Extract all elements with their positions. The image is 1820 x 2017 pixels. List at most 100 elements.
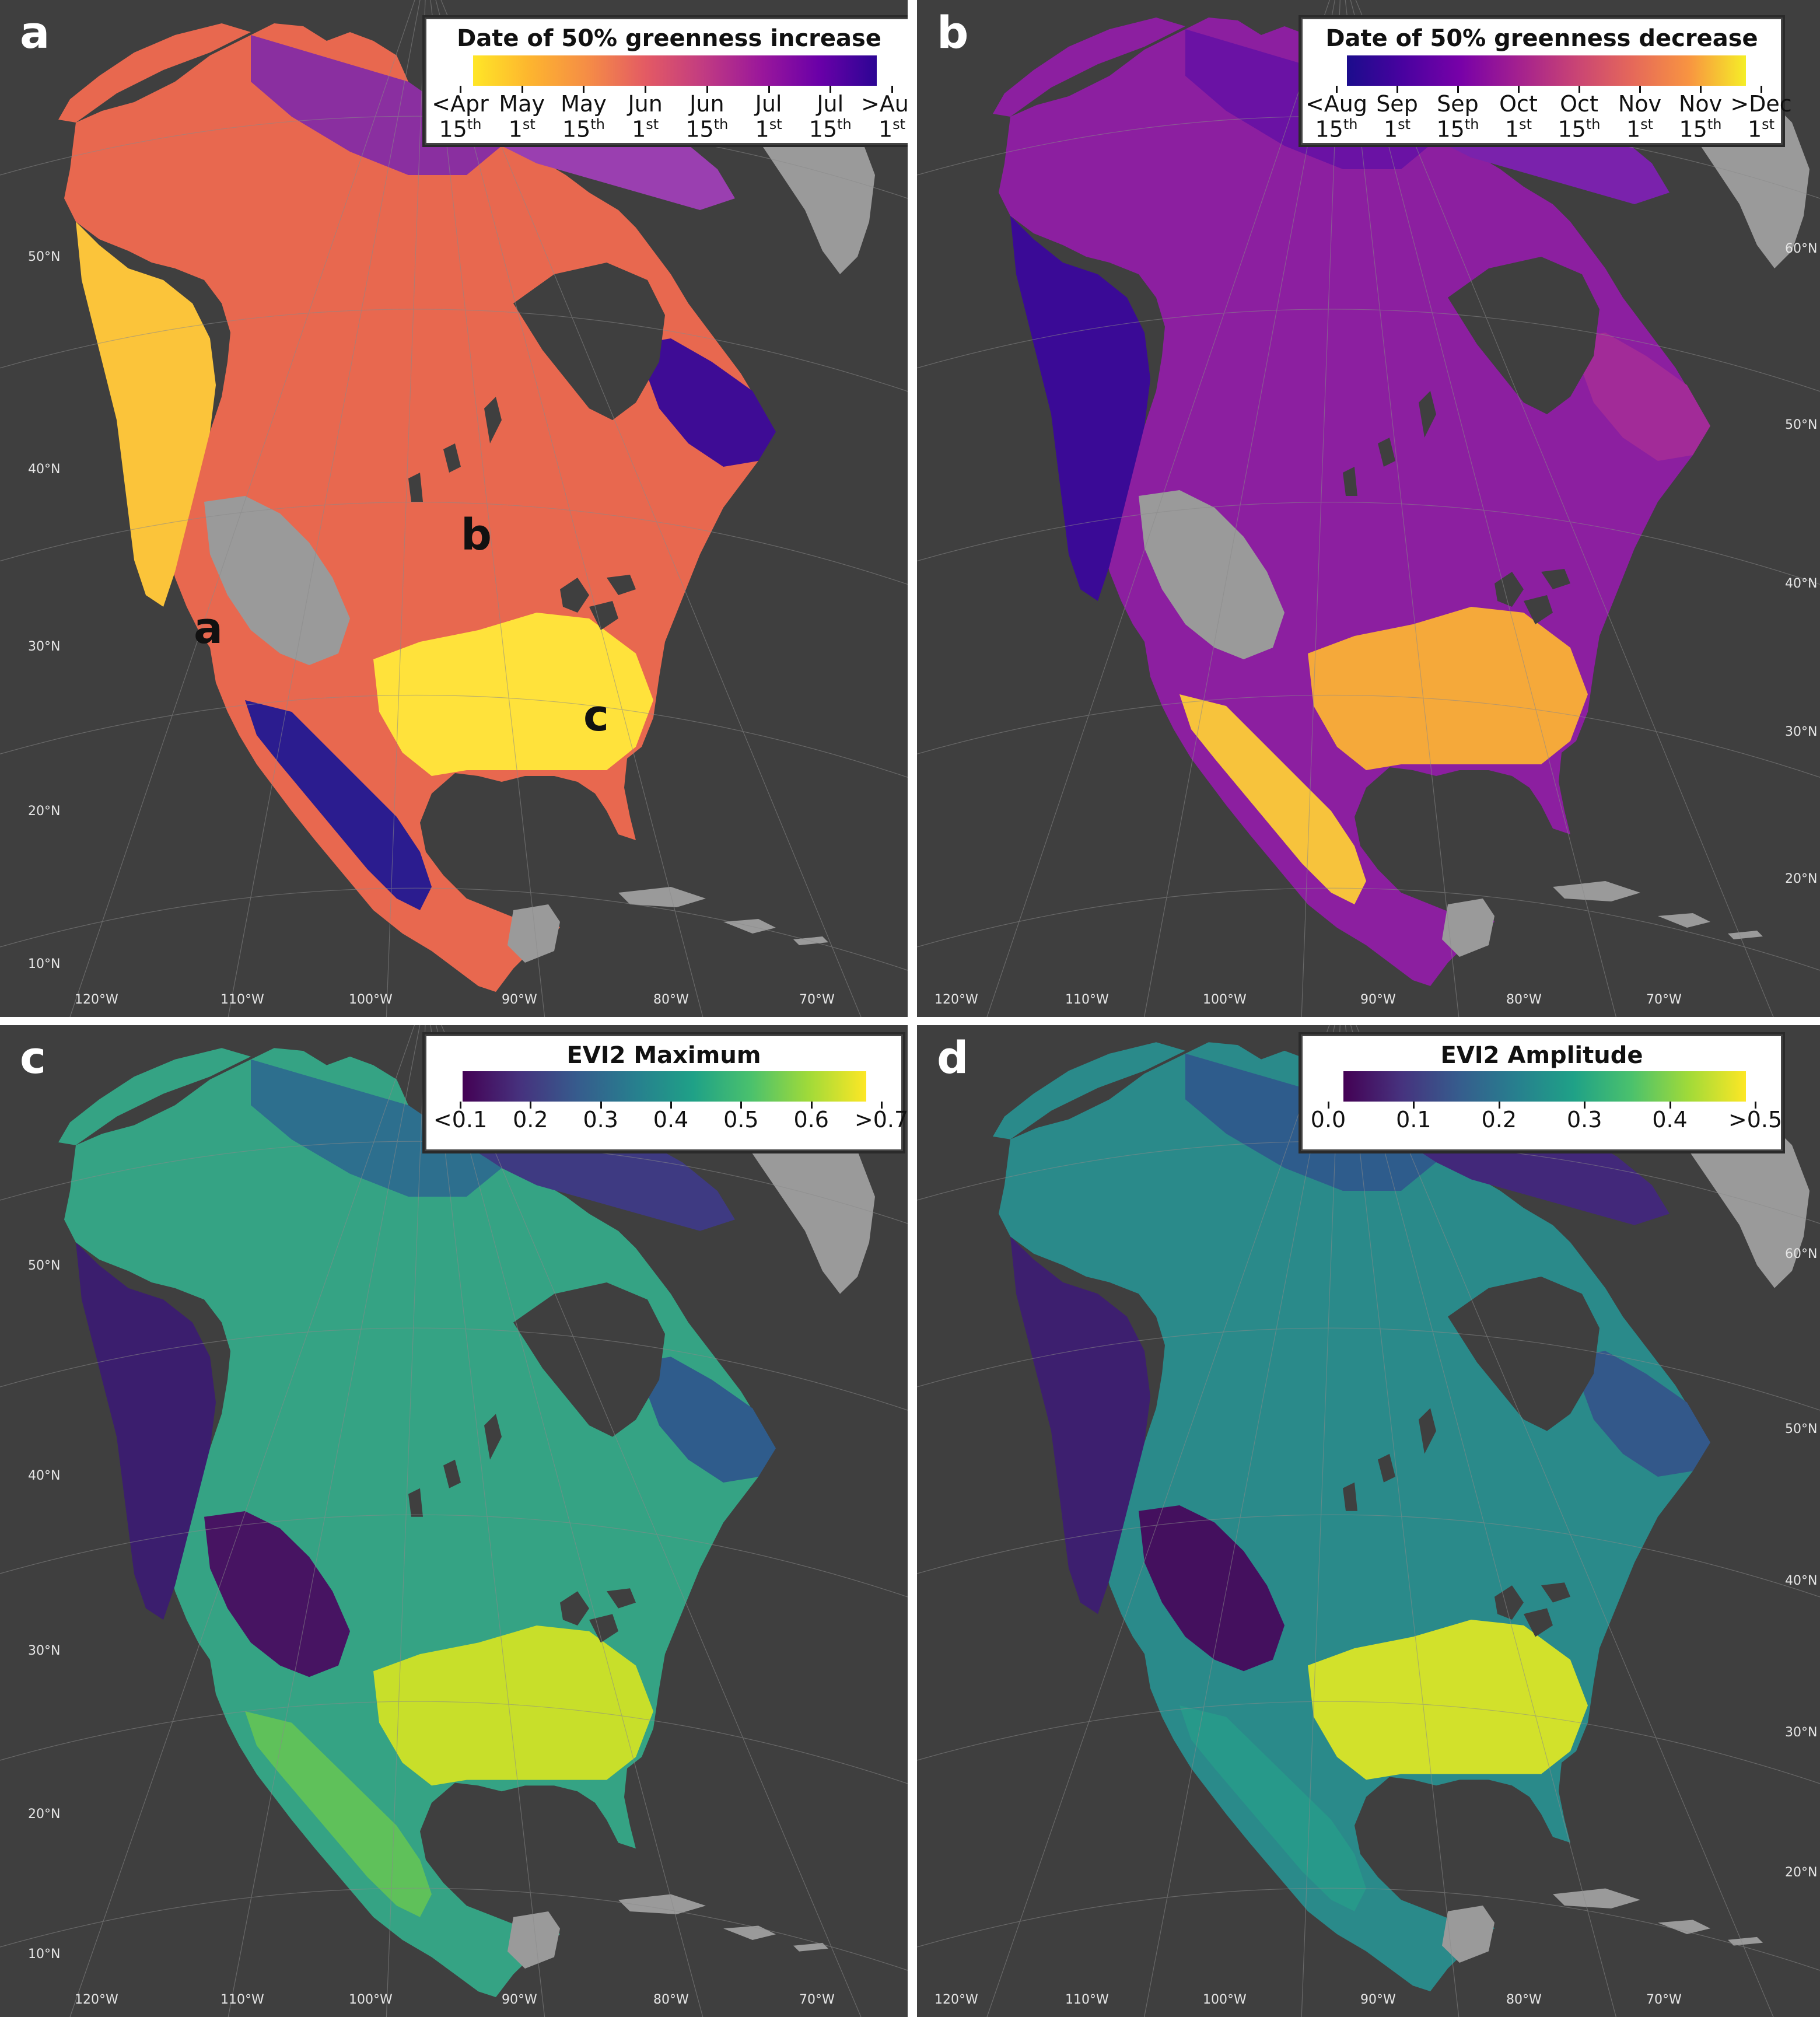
legend-tick-mark — [810, 1102, 813, 1109]
legend-tick-label: 0.4 — [653, 1107, 688, 1132]
parallel-line — [917, 1701, 1820, 1784]
hudson-bay — [513, 263, 665, 420]
legend-tick-label: Sep 15th — [1437, 92, 1479, 142]
tick-text: Sep — [1437, 91, 1479, 117]
legend-tick-label: Jun 15th — [685, 92, 728, 142]
tick-day-suffix: th — [1707, 116, 1722, 132]
caribbean-island — [618, 887, 706, 907]
longitude-label: 90°W — [1360, 992, 1396, 1007]
legend-tick-label: 0.5 — [723, 1107, 758, 1132]
tick-day-number: 15 — [1679, 116, 1707, 142]
tick-day-number: 1 — [632, 116, 646, 142]
parallel-line — [0, 502, 908, 585]
latitude-label: 50°N — [28, 250, 61, 264]
tick-day-number: 15 — [439, 116, 467, 142]
lake — [1419, 1408, 1436, 1454]
tick-day: 1st — [1376, 116, 1418, 142]
panel-letter: a — [20, 6, 50, 58]
tick-day-number: 15 — [1436, 116, 1465, 142]
latitude-label: 30°N — [28, 1644, 61, 1658]
southeast-region — [1308, 1620, 1588, 1780]
latitude-label: 20°N — [1785, 872, 1818, 886]
legend-tick-label: >Aug1st — [861, 92, 908, 142]
legend-title: Date of 50% greenness decrease — [1325, 25, 1758, 52]
tick-day: 1st — [1730, 116, 1791, 142]
tick-text: Nov — [1618, 91, 1662, 117]
legend-tick-mark — [881, 1102, 883, 1109]
parallel-line — [917, 309, 1820, 392]
lake — [1378, 1453, 1395, 1483]
legend-tick-mark — [706, 86, 708, 93]
parallel-line — [917, 1514, 1820, 1597]
tick-day-suffix: st — [1398, 116, 1411, 132]
mexico-region — [245, 700, 432, 910]
latitude-label: 40°N — [28, 1469, 61, 1483]
tick-text: >0.7 — [854, 1107, 908, 1132]
tick-text: Oct — [1499, 91, 1538, 117]
legend-tick-label: 0.4 — [1652, 1107, 1687, 1132]
lake — [408, 473, 423, 502]
latitude-label: 20°N — [1785, 1865, 1818, 1880]
legend-tick-mark — [768, 86, 770, 93]
alaska-region — [58, 23, 251, 123]
legend-tick-mark — [670, 1102, 672, 1109]
legend-colorbar — [463, 1071, 866, 1102]
tick-day: 1st — [1618, 116, 1661, 142]
map-canvas — [917, 1025, 1820, 2017]
tick-day-suffix: th — [1464, 116, 1479, 132]
longitude-label: 90°W — [1360, 1992, 1396, 2007]
tick-day-suffix: th — [1586, 116, 1601, 132]
parallel-line — [917, 694, 1820, 778]
lake — [1524, 1608, 1553, 1637]
latitude-label: 50°N — [28, 1259, 61, 1273]
legend-tick-label: >0.5 — [1728, 1107, 1782, 1132]
lake — [1541, 569, 1570, 589]
western-region — [1010, 216, 1150, 601]
legend-tick-mark — [583, 86, 585, 93]
caribbean-island — [1553, 881, 1640, 901]
mexico-region — [1180, 694, 1366, 904]
tick-text: 0.5 — [723, 1107, 759, 1132]
legend-tick-label: Oct 1st — [1499, 92, 1538, 142]
legend-title: EVI2 Maximum — [566, 1042, 761, 1069]
tick-day-suffix: st — [1640, 116, 1654, 132]
legend-tick-mark — [1760, 86, 1762, 93]
legend-tick-label: <Apr 15th — [432, 92, 489, 142]
longitude-label: 90°W — [502, 1992, 537, 2007]
tick-text: Jul — [755, 91, 782, 117]
legend-tick-mark — [460, 1102, 461, 1109]
longitude-label: 70°W — [799, 992, 835, 1007]
meridian-line — [1350, 1025, 1616, 2017]
tick-day-number: 15 — [685, 116, 714, 142]
tick-text: 0.2 — [1481, 1107, 1517, 1132]
tick-text: 0.1 — [1396, 1107, 1432, 1132]
meridian-line — [386, 1025, 426, 2017]
panel-letter: b — [937, 6, 969, 58]
latitude-label: 30°N — [28, 639, 61, 654]
meridian-line — [69, 0, 415, 1017]
meridian-line — [430, 1025, 545, 2017]
legend-tick-mark — [645, 86, 647, 93]
yucatan-region — [508, 1911, 560, 1969]
longitude-label: 80°W — [1506, 992, 1542, 1007]
latitude-label: 10°N — [28, 1947, 61, 1962]
map-canvas — [917, 0, 1820, 1017]
legend-tick-mark — [1755, 1102, 1756, 1109]
map-annotation: a — [194, 603, 223, 653]
tick-day-suffix: st — [1762, 116, 1775, 132]
tick-text: Jun — [628, 91, 663, 117]
legend-tick-label: Oct 15th — [1558, 92, 1601, 142]
longitude-label: 120°W — [75, 1992, 118, 2007]
lake — [607, 575, 636, 595]
legend-tick-mark — [1700, 86, 1702, 93]
tick-day-number: 15 — [1558, 116, 1586, 142]
tick-text: 0.3 — [1566, 1107, 1602, 1132]
tick-day-suffix: st — [892, 116, 906, 132]
legend-tick-mark — [1413, 1102, 1415, 1109]
legend-tick-label: <Aug 15th — [1306, 92, 1367, 142]
longitude-label: 110°W — [1065, 1992, 1109, 2007]
hudson-bay — [513, 1282, 665, 1437]
graticule — [917, 1025, 1820, 2017]
longitude-label: 110°W — [1065, 992, 1109, 1007]
alaska-region — [58, 1048, 251, 1145]
